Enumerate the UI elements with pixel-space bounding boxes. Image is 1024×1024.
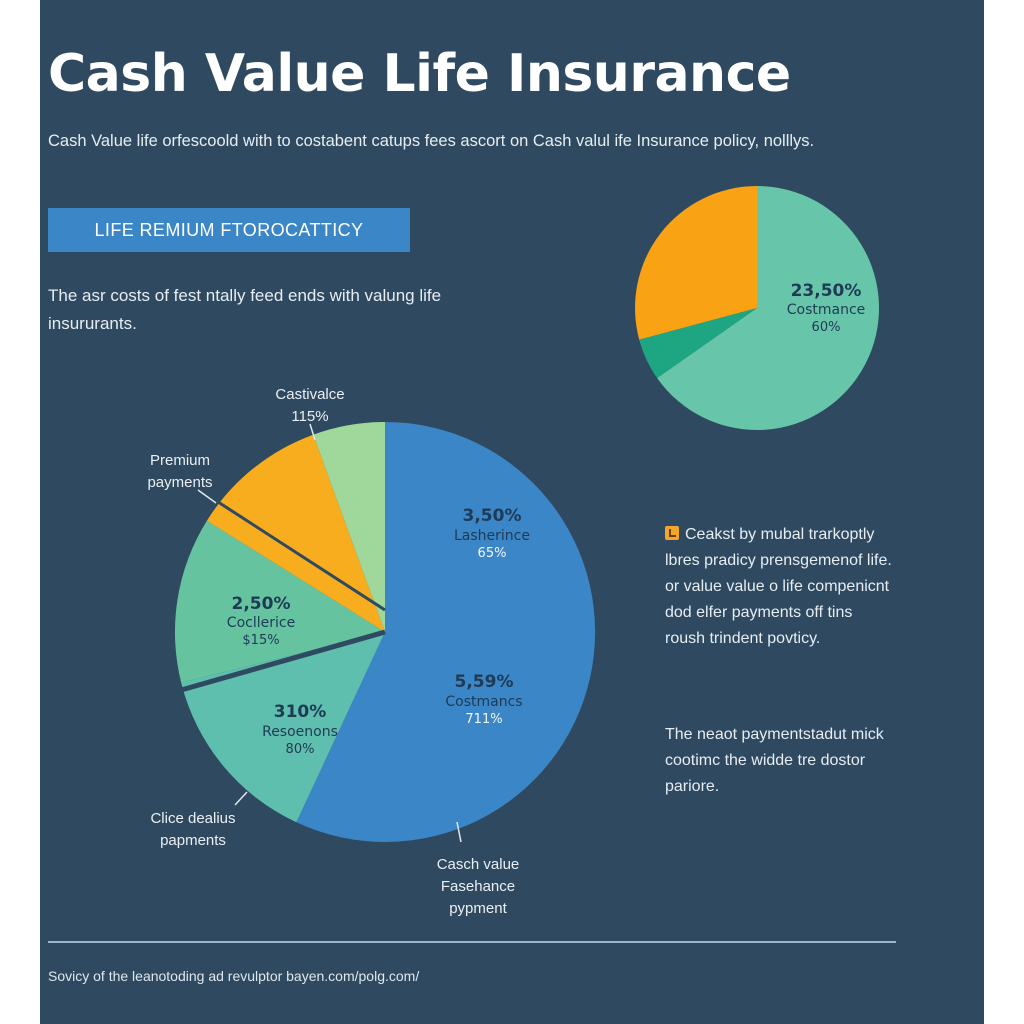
callout-line: pypment — [449, 900, 507, 917]
callout-line: Clice dealius — [150, 810, 236, 827]
slice-value: 3,50% — [463, 506, 522, 526]
slice-value: 2,50% — [232, 594, 291, 614]
callout-line: 115% — [291, 408, 329, 425]
slice-pct: 65% — [478, 546, 507, 561]
side-note-text: Ceakst by mubal trarkoptly lbres pradicy… — [665, 526, 892, 647]
small-pie-chart: 23,50% Costmance 60% — [635, 186, 880, 430]
slice-name: Resoenons — [262, 724, 338, 740]
side-note: Ceakst by mubal trarkoptly lbres pradicy… — [665, 522, 895, 652]
slice-separator — [180, 629, 386, 693]
slice-name: Costmancs — [445, 694, 522, 710]
pie-slice-castivalce — [313, 422, 385, 632]
page-subtitle: Cash Value life orfescoold with to costa… — [48, 132, 815, 150]
callout-line: Casch value — [436, 856, 520, 873]
leader-line — [197, 489, 217, 504]
slice-separator — [214, 498, 386, 612]
callout-castivalce: Castivalce 115% — [245, 384, 375, 428]
slice-pct: 80% — [286, 742, 315, 757]
side-note-secondary: The neaot paymentstadut mick cootimc the… — [665, 726, 884, 795]
small-pie-slice-dark-green — [639, 308, 757, 378]
large-pie-chart: 3,50% Lasherince 65% 5,59% Costmancs 711… — [174, 421, 596, 843]
slice-pct: 711% — [465, 712, 502, 727]
callout-line: papments — [160, 832, 226, 849]
pie-slice-blue — [296, 421, 596, 842]
slice-name: Costmance — [787, 302, 866, 318]
callout-premium: Premium payments — [120, 450, 240, 494]
section-intro: The asr costs of fest ntally feed ends w… — [48, 286, 442, 333]
callout-line: Fasehance — [440, 878, 516, 895]
small-pie-slice-costmance — [657, 186, 880, 430]
leader-line — [309, 423, 316, 441]
slice-value: 23,50% — [791, 281, 862, 301]
footer-divider — [48, 941, 896, 943]
callout-line: Castivalce — [275, 386, 345, 403]
small-pie-slice-orange — [635, 186, 757, 340]
slice-value: 310% — [274, 702, 327, 722]
section-badge: LIFE REMIUM FTOROCATTICY — [48, 208, 410, 252]
callout-casch: Casch value Fasehance pypment — [418, 854, 538, 920]
slice-pct: $15% — [242, 633, 279, 648]
check-note-icon — [665, 526, 679, 540]
footer-source: Sovicy of the leanotoding ad revulptor b… — [48, 968, 420, 984]
slice-pct: 60% — [812, 320, 841, 335]
slice-name: Lasherince — [454, 528, 530, 544]
slice-value: 5,59% — [455, 672, 514, 692]
slice-name: Cocllerice — [227, 615, 295, 631]
leader-line — [234, 791, 248, 806]
callout-clice: Clice dealius papments — [128, 808, 258, 852]
callout-line: payments — [147, 474, 213, 491]
leader-line — [456, 821, 462, 843]
callout-line: Premium — [149, 452, 210, 469]
page-title: Cash Value Life Insurance — [48, 44, 791, 104]
pie-slice-resoenons — [181, 632, 385, 823]
pie-slice-cocllerice — [174, 520, 385, 683]
